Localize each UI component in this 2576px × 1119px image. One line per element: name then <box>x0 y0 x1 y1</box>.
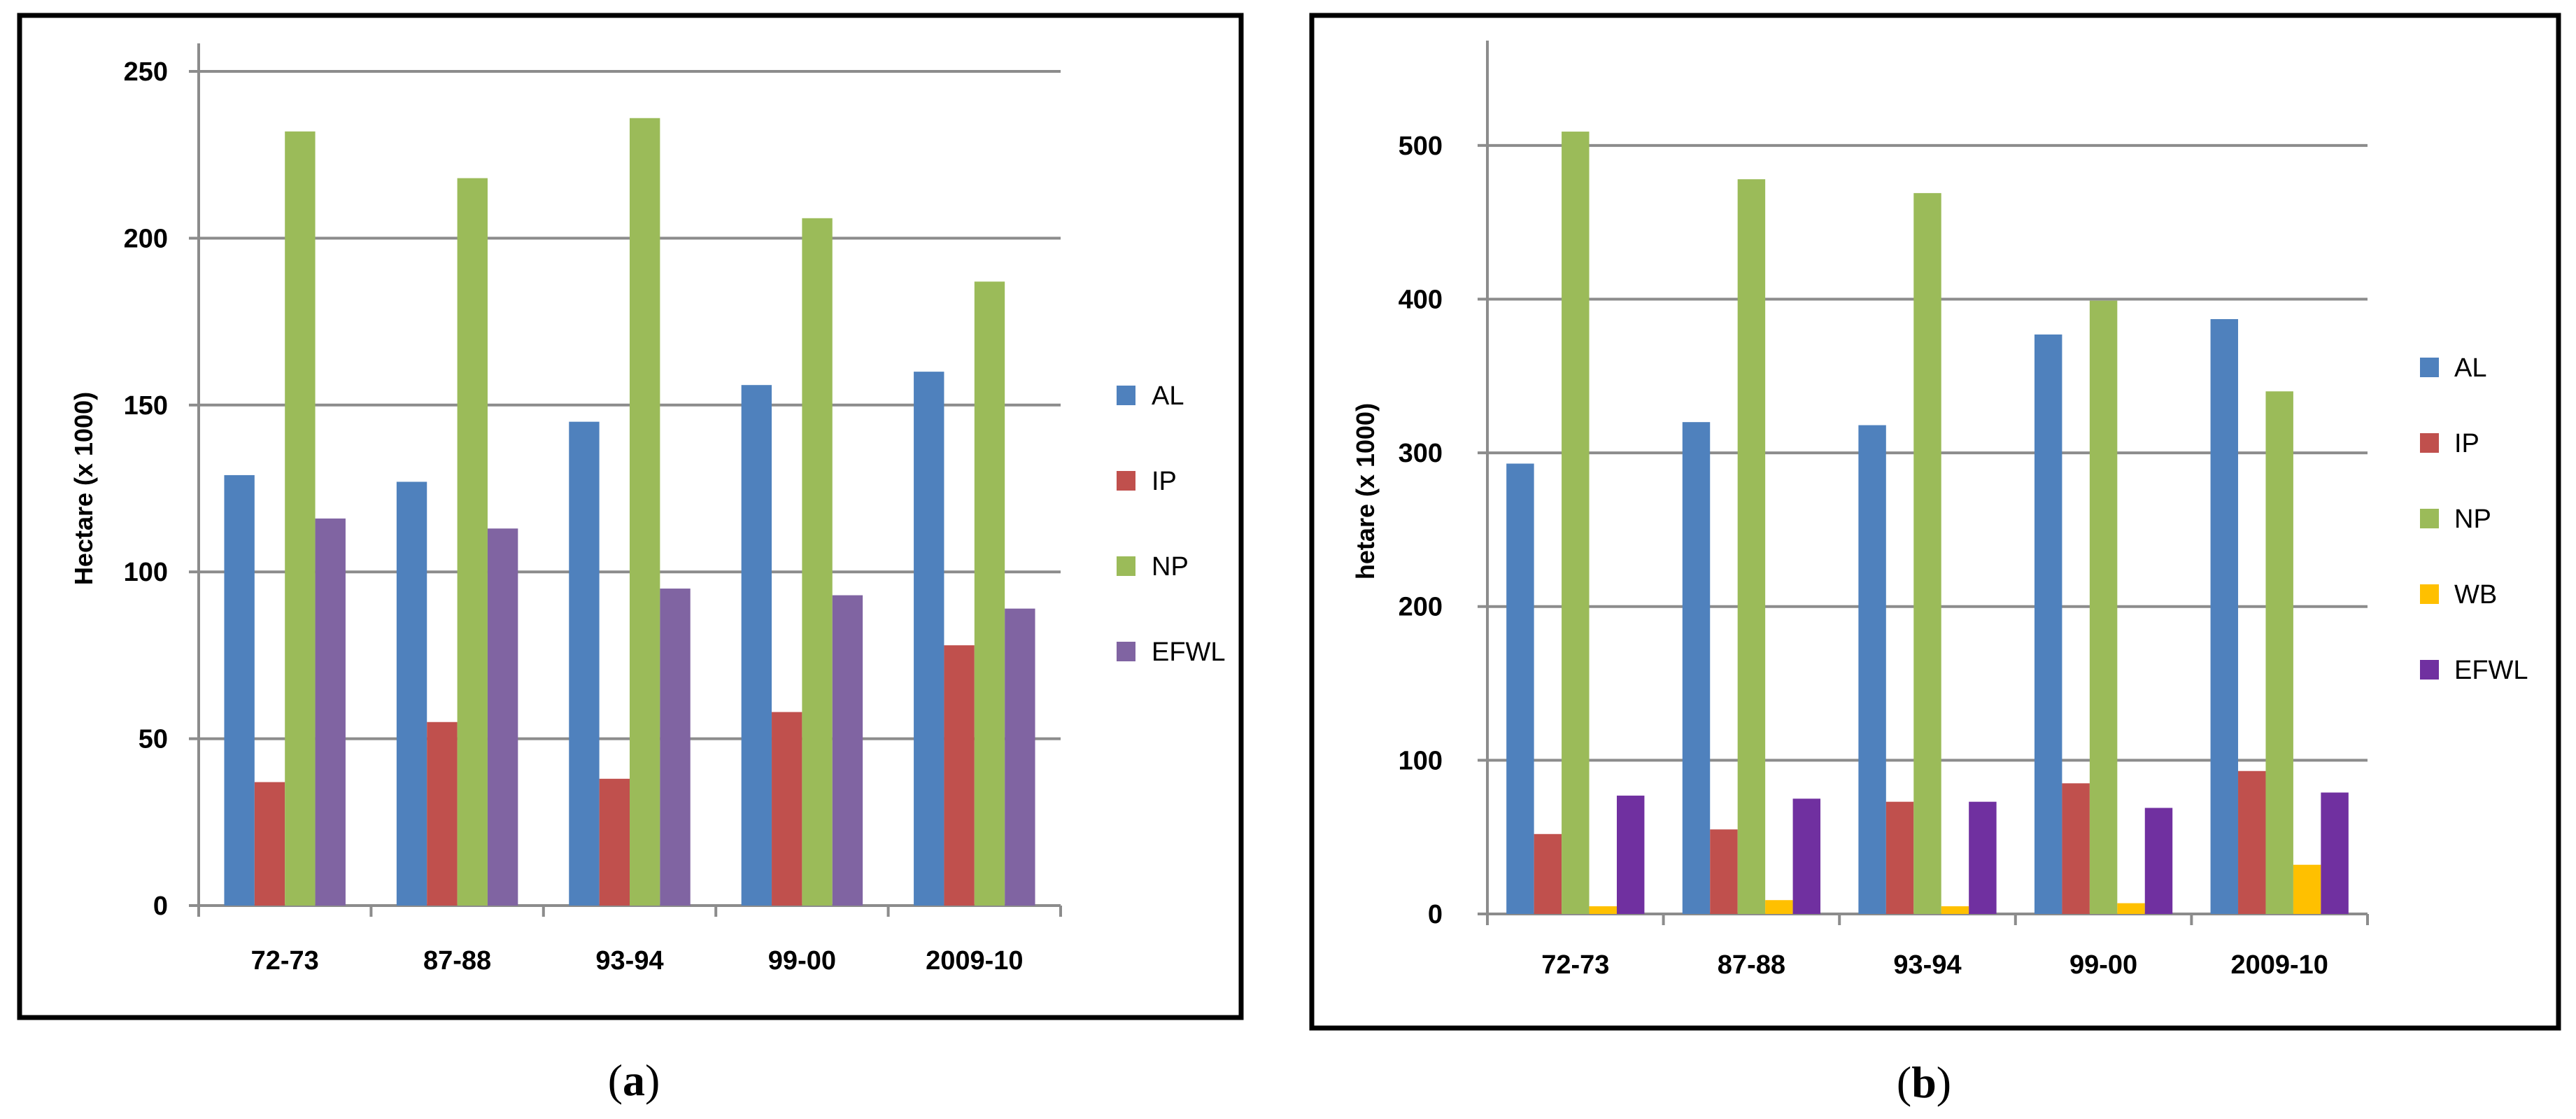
bar-al-2009-10 <box>914 372 944 906</box>
legend-swatch-wb <box>2420 584 2439 604</box>
y-tick-label: 50 <box>139 725 168 754</box>
bar-np-2009-10 <box>974 281 1005 906</box>
caption-close: ) <box>1937 1057 1951 1107</box>
bar-np-99-00 <box>2089 300 2118 915</box>
x-tick-label: 99-00 <box>768 946 836 976</box>
bar-wb-2009-10 <box>2293 864 2321 914</box>
bar-np-72-73 <box>285 131 316 906</box>
y-tick-label: 300 <box>1399 439 1443 468</box>
legend-label-np: NP <box>2454 505 2491 534</box>
bar-al-93-94 <box>1858 425 1886 914</box>
bar-ip-93-94 <box>599 778 630 906</box>
legend-swatch-ip <box>2420 433 2439 453</box>
bar-al-72-73 <box>224 474 255 906</box>
bar-wb-72-73 <box>1589 906 1617 914</box>
bar-efwl-87-88 <box>487 528 518 906</box>
bar-ip-99-00 <box>2062 783 2090 914</box>
y-tick-label: 0 <box>153 892 168 921</box>
bar-al-2009-10 <box>2210 319 2239 914</box>
x-tick-label: 72-73 <box>251 946 319 976</box>
bar-wb-93-94 <box>1941 906 1969 914</box>
panel-caption: (b) <box>1897 1057 1951 1107</box>
bar-ip-93-94 <box>1885 801 1914 914</box>
bar-wb-99-00 <box>2117 903 2145 914</box>
bar-al-87-88 <box>396 481 427 906</box>
legend-swatch-np <box>2420 509 2439 528</box>
bar-al-72-73 <box>1506 463 1534 914</box>
bar-np-93-94 <box>630 118 660 906</box>
x-tick-label: 2009-10 <box>926 946 1023 976</box>
legend-swatch-ip <box>1117 471 1135 491</box>
legend-label-al: AL <box>2454 353 2486 383</box>
legend-label-efwl: EFWL <box>1152 638 1226 667</box>
y-axis-title: hetare (x 1000) <box>1351 403 1380 579</box>
bar-efwl-72-73 <box>1616 795 1645 914</box>
y-tick-label: 200 <box>124 224 168 253</box>
x-tick-label: 2009-10 <box>2230 950 2328 980</box>
legend-swatch-al <box>2420 358 2439 377</box>
bar-al-87-88 <box>1682 422 1711 914</box>
x-tick-label: 93-94 <box>1893 950 1961 980</box>
y-tick-label: 200 <box>1399 593 1443 622</box>
legend-label-ip: IP <box>1152 467 1177 496</box>
y-tick-label: 500 <box>1399 132 1443 161</box>
caption-letter: a <box>623 1055 645 1105</box>
legend-swatch-efwl <box>2420 660 2439 680</box>
panel-caption: (a) <box>608 1055 660 1105</box>
bar-ip-2009-10 <box>944 645 975 906</box>
panel-b-chart: 0 100 200 300 400 500 72-73 87-88 93-94 99-00 2009… <box>1309 13 2561 1107</box>
bar-al-93-94 <box>569 421 600 906</box>
x-tick-label: 87-88 <box>1718 950 1785 980</box>
legend-label-al: AL <box>1152 381 1184 411</box>
legend-label-wb: WB <box>2454 580 2497 610</box>
bar-ip-87-88 <box>427 722 458 906</box>
panel-a-chart: 0 50 100 150 200 250 72-73 87-88 93-94 99-00 2009-… <box>17 13 1244 1105</box>
bar-efwl-99-00 <box>2144 808 2173 914</box>
y-tick-label: 0 <box>1428 900 1443 929</box>
y-axis-title: Hectare (x 1000) <box>69 392 98 585</box>
legend-swatch-al <box>1117 386 1135 405</box>
bar-ip-99-00 <box>772 712 802 906</box>
legend-label-efwl: EFWL <box>2454 656 2528 685</box>
x-tick-label: 72-73 <box>1541 950 1609 980</box>
y-tick-label: 100 <box>124 558 168 587</box>
x-tick-label: 93-94 <box>595 946 663 976</box>
y-tick-label: 400 <box>1399 285 1443 314</box>
bar-efwl-99-00 <box>832 595 863 906</box>
bar-al-99-00 <box>741 385 772 906</box>
bar-efwl-93-94 <box>660 589 691 906</box>
y-tick-label: 150 <box>124 391 168 421</box>
bar-ip-87-88 <box>1710 829 1738 914</box>
caption-letter: b <box>1911 1057 1937 1107</box>
legend-swatch-efwl <box>1117 642 1135 661</box>
bar-np-87-88 <box>457 178 488 906</box>
bar-efwl-93-94 <box>1969 801 1997 914</box>
y-tick-label: 100 <box>1399 746 1443 775</box>
caption-close: ) <box>645 1055 660 1105</box>
bar-efwl-2009-10 <box>1005 608 1035 906</box>
bar-ip-72-73 <box>1534 833 1562 914</box>
bar-np-72-73 <box>1562 132 1590 914</box>
bar-efwl-72-73 <box>315 518 346 906</box>
x-tick-label: 99-00 <box>2069 950 2137 980</box>
bar-ip-72-73 <box>254 782 285 906</box>
legend-swatch-np <box>1117 556 1135 576</box>
bar-np-93-94 <box>1913 192 1941 914</box>
bar-np-99-00 <box>802 218 833 906</box>
bar-wb-87-88 <box>1765 900 1793 914</box>
caption-open: ( <box>608 1055 623 1105</box>
x-tick-label: 87-88 <box>423 946 491 976</box>
legend-label-ip: IP <box>2454 429 2479 458</box>
y-tick-label: 250 <box>124 57 168 87</box>
bar-np-2009-10 <box>2265 391 2293 914</box>
bar-np-87-88 <box>1737 179 1766 914</box>
caption-open: ( <box>1897 1057 1911 1107</box>
bar-al-99-00 <box>2034 334 2062 914</box>
bar-ip-2009-10 <box>2238 770 2266 914</box>
bar-efwl-87-88 <box>1792 798 1821 914</box>
legend-label-np: NP <box>1152 552 1189 582</box>
bar-efwl-2009-10 <box>2321 792 2349 914</box>
